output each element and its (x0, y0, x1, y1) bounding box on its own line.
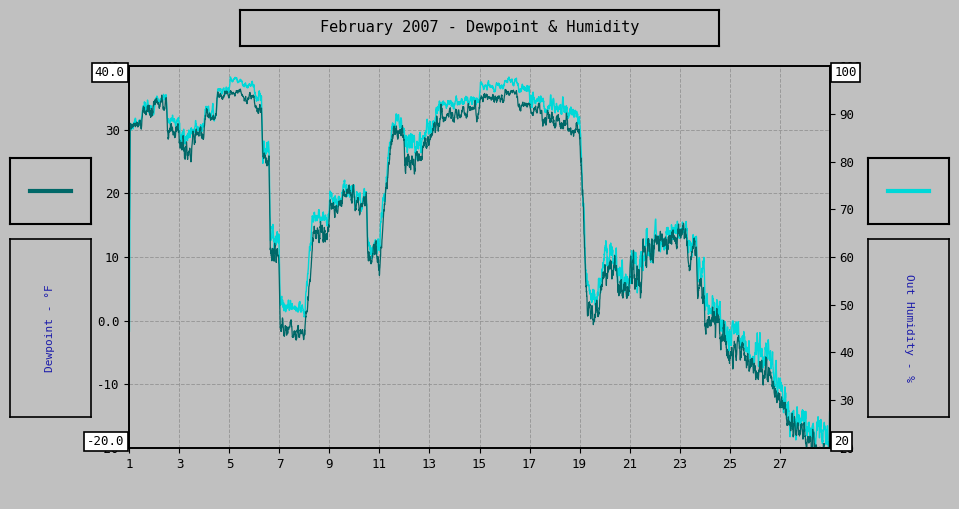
Text: 40.0: 40.0 (95, 66, 125, 79)
Text: Dewpoint - °F: Dewpoint - °F (45, 285, 56, 372)
Text: 100: 100 (834, 66, 856, 79)
Text: 20: 20 (834, 435, 850, 448)
Text: Out Humidity - %: Out Humidity - % (903, 274, 914, 382)
Text: February 2007 - Dewpoint & Humidity: February 2007 - Dewpoint & Humidity (319, 20, 640, 36)
Text: -20.0: -20.0 (87, 435, 125, 448)
